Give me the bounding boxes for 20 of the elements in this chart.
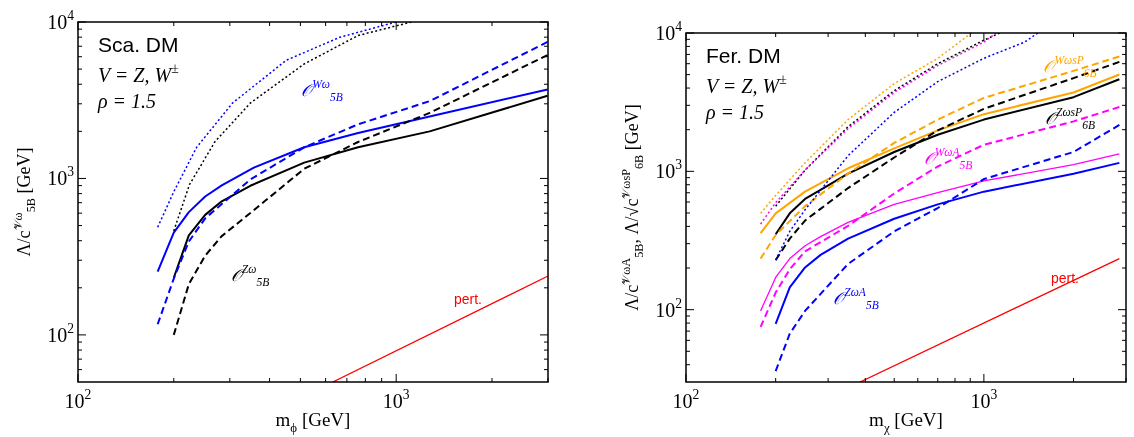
y-tick-label: 10$^{3}$ [655,157,683,183]
y-tick-label: 10$^{4}$ [655,19,683,44]
annotation: ρ = 1.5 [705,101,765,124]
annotation: V = Z, W$^{±}$ [98,61,179,86]
x-tick-label: 10$^{2}$ [64,387,92,412]
y-tick-label: 10$^{3}$ [47,164,75,190]
annotation: pert. [1050,270,1080,286]
x-axis-title: m$_{χ}$ [GeV] [869,409,943,435]
annotation: ρ = 1.5 [97,90,157,113]
y-tick-label: 10$^{4}$ [47,8,75,33]
y-tick-label: 10$^{2}$ [655,295,683,321]
x-tick-label: 10$^{2}$ [672,387,700,412]
annotation: Fer. DM [706,44,781,67]
annotation: V = Z, W$^{±}$ [706,72,787,97]
x-tick-label: 10$^{3}$ [382,387,410,412]
annotation: pert. [453,291,483,307]
annotation: Sca. DM [98,33,179,56]
x-axis-title: m$_{ϕ}$ [GeV] [275,409,351,435]
x-tick-label: 10$^{3}$ [970,387,998,412]
y-tick-label: 10$^{2}$ [47,320,75,346]
